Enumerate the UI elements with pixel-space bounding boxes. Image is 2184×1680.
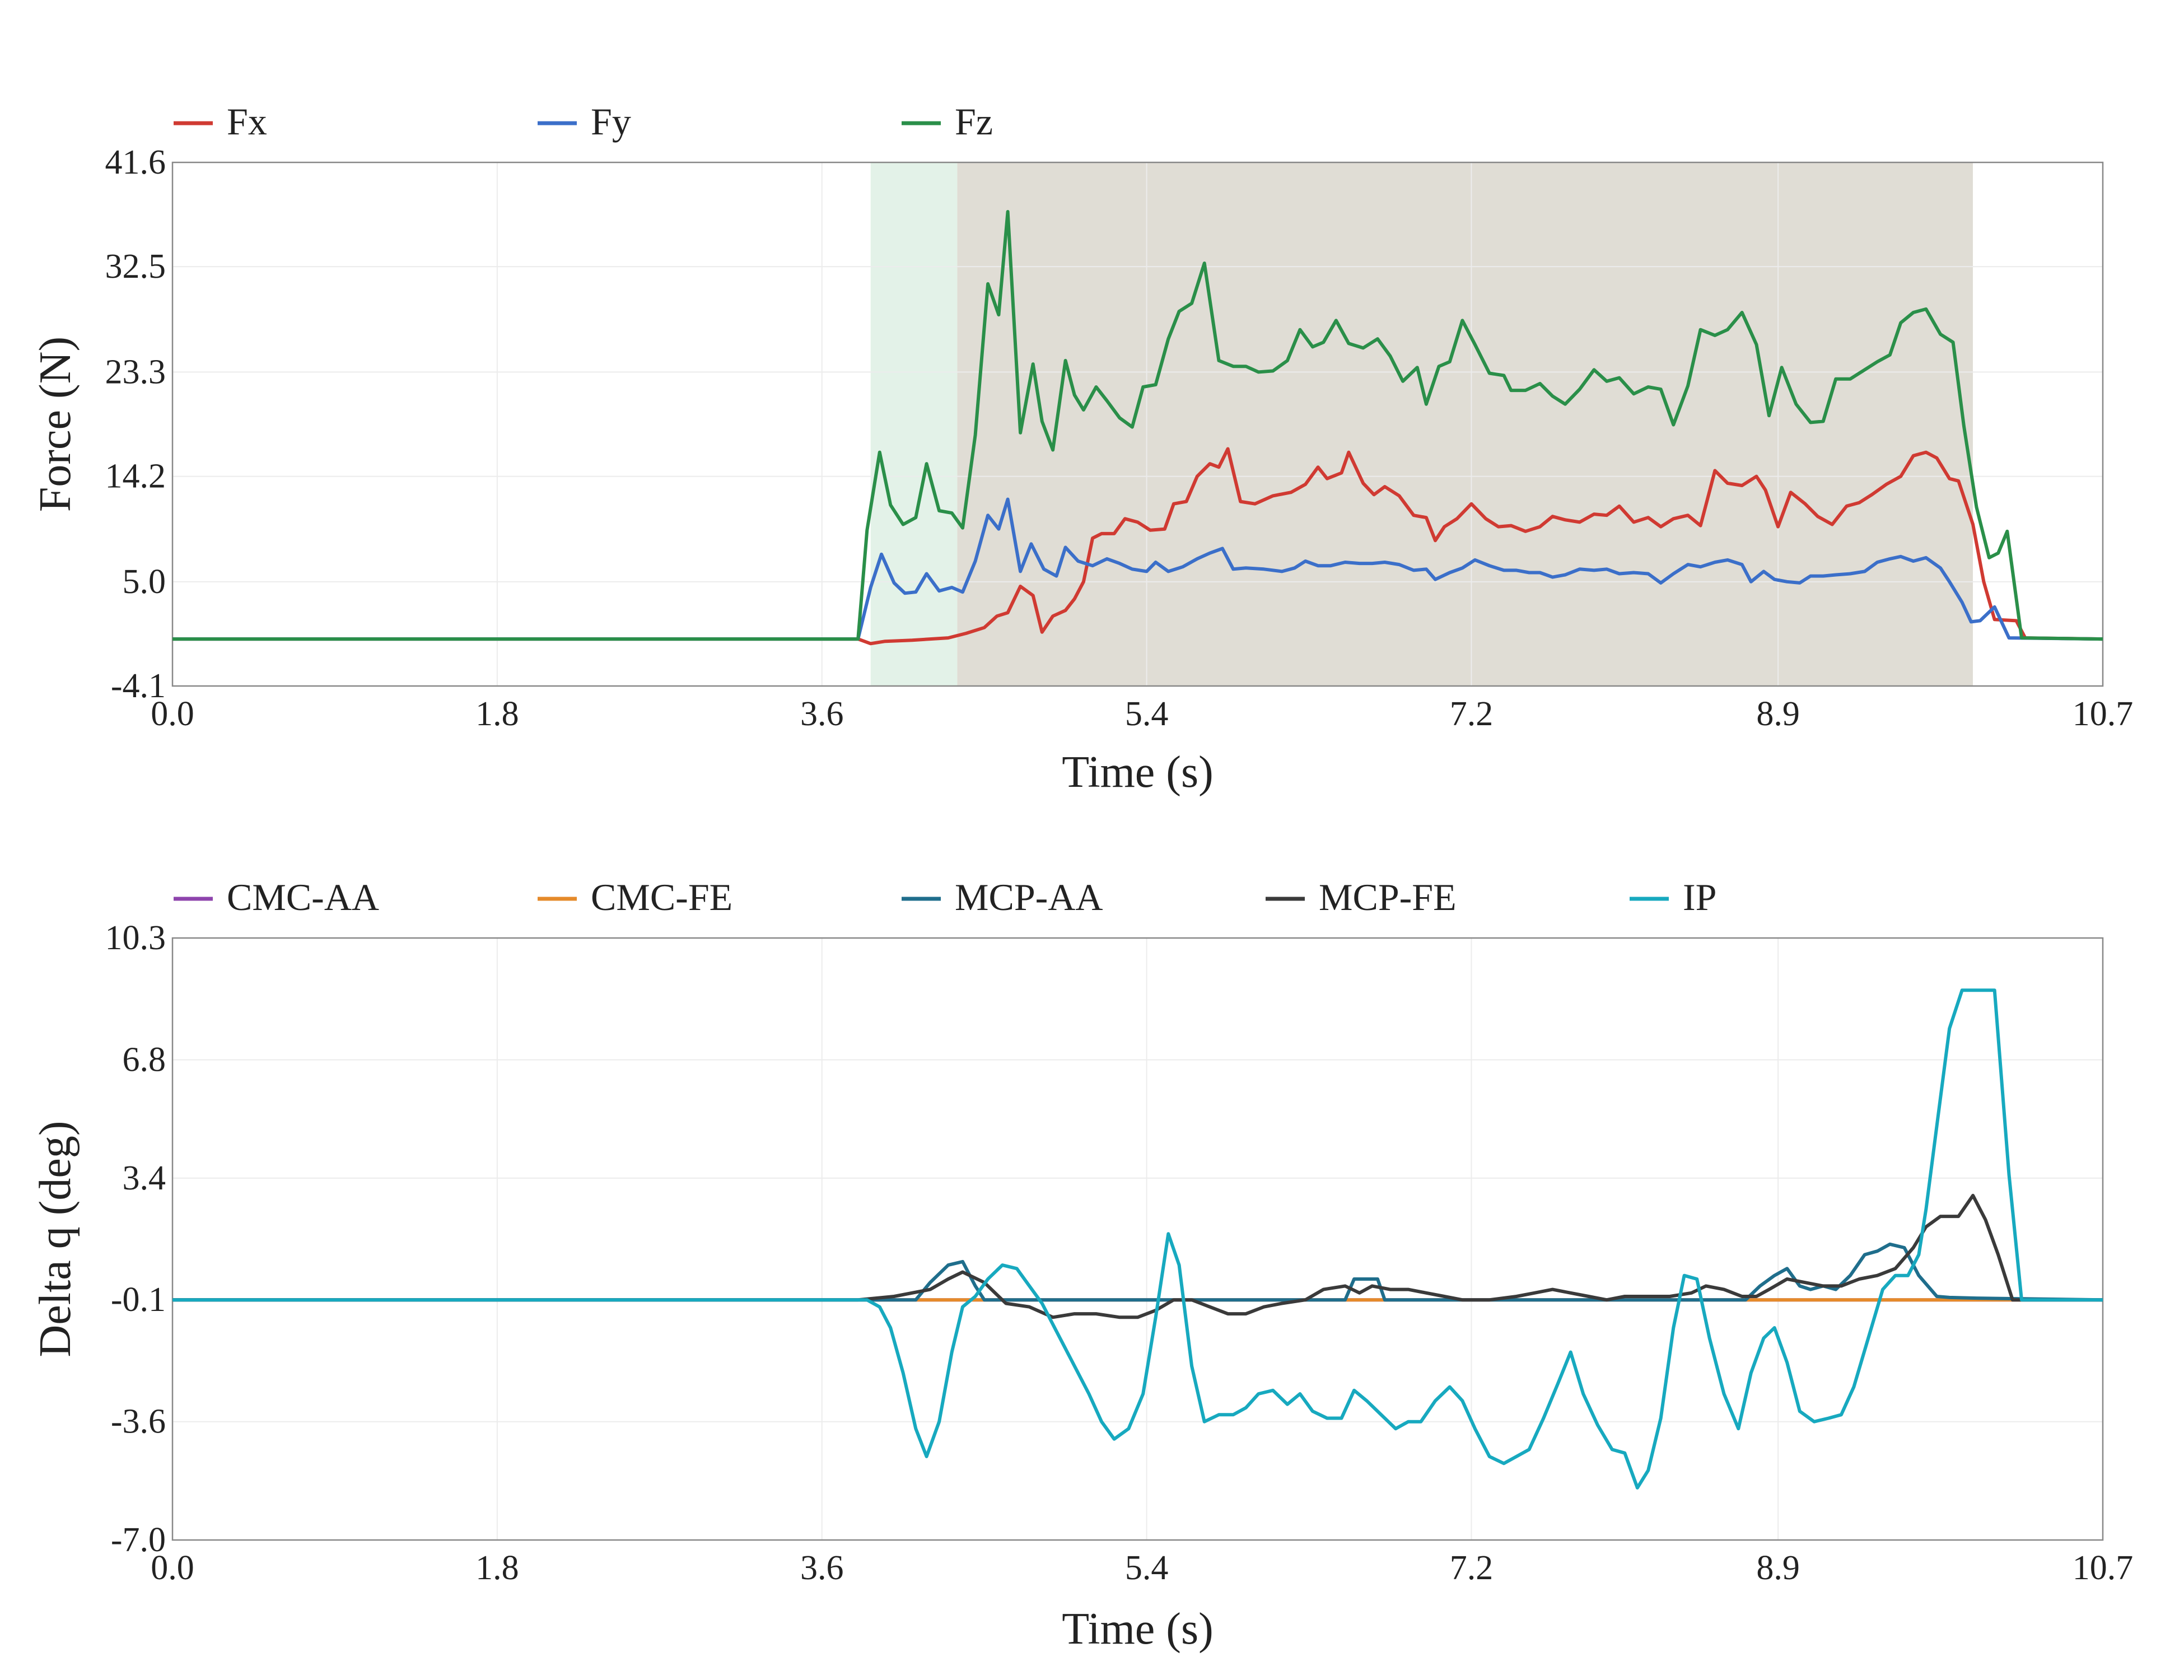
legend-item-fx: Fx [174,100,267,143]
y-tick-label: 6.8 [123,1040,166,1079]
y-axis-label: Delta q (deg) [31,1121,80,1357]
y-tick-label: 32.5 [105,248,166,286]
legend-item-ip: IP [1630,876,1716,918]
legend-label: Fy [591,100,631,143]
shaded-region-1 [957,162,1973,686]
delta-q-chart: 0.0 1.8 3.6 5.4 7.2 8.9 10.7 -7.0 -3.6 -0.1 3.4 6.8… [31,876,2133,1654]
legend-label: Fz [955,100,993,143]
x-tick-label: 10.7 [2073,695,2134,733]
x-tick-label: 8.9 [1756,1549,1800,1587]
legend-label: CMC-AA [227,876,379,918]
x-tick-label: 7.2 [1450,695,1494,733]
x-tick-label: 5.4 [1125,695,1169,733]
series-line-fy [172,497,2103,641]
legend-item-cmc-aa: CMC-AA [174,876,379,918]
y-tick-label: -0.1 [111,1281,166,1319]
x-tick-label: 3.6 [800,695,844,733]
series-line-mcp-aa [172,1242,2103,1302]
x-axis-label: Time (s) [1062,748,1213,797]
x-tick-label: 0.0 [151,1549,194,1587]
plot-frame [171,161,2104,687]
x-tick-label: 1.8 [475,695,519,733]
plot-frame [171,937,2104,1541]
legend-item-cmc-fe: CMC-FE [538,876,732,918]
legend-item-mcp-aa: MCP-AA [902,876,1103,918]
series-line-fz [172,210,2103,641]
x-tick-label: 8.9 [1756,695,1800,733]
x-tick-label: 5.4 [1125,1549,1169,1587]
legend-label: IP [1683,876,1716,918]
x-tick-label: 3.6 [800,1549,844,1587]
legend-item-fz: Fz [902,100,993,143]
x-tick-label: 1.8 [475,1549,519,1587]
y-tick-label: 3.4 [123,1159,166,1197]
y-tick-label: 14.2 [105,458,166,496]
y-tick-label: 10.3 [105,919,166,957]
y-tick-label: 5.0 [123,563,166,601]
x-tick-label: 10.7 [2073,1549,2134,1587]
legend-label: MCP-FE [1319,876,1457,918]
series-line-fx [172,447,2103,646]
series-line-mcp-fe [172,1193,2103,1319]
y-tick-label: 41.6 [105,143,166,181]
shaded-region-0 [870,162,958,686]
y-tick-label: -4.1 [111,667,166,705]
x-tick-label: 0.0 [151,695,194,733]
y-tick-label: -7.0 [111,1521,166,1559]
legend-item-fy: Fy [538,100,631,143]
legend-label: MCP-AA [955,876,1103,918]
legend-label: Fx [227,100,267,143]
x-tick-label: 7.2 [1450,1549,1494,1587]
series-line-ip [172,988,2103,1490]
x-axis-label: Time (s) [1062,1604,1213,1654]
legend-item-mcp-fe: MCP-FE [1266,876,1457,918]
y-axis-label: Force (N) [31,337,80,512]
legend-label: CMC-FE [591,876,732,918]
y-tick-label: -3.6 [111,1403,166,1441]
force-chart: 0.0 1.8 3.6 5.4 7.2 8.9 10.7 -4.1 5.0 14.2 23.3 32.… [31,100,2133,797]
y-tick-label: 23.3 [105,353,166,391]
